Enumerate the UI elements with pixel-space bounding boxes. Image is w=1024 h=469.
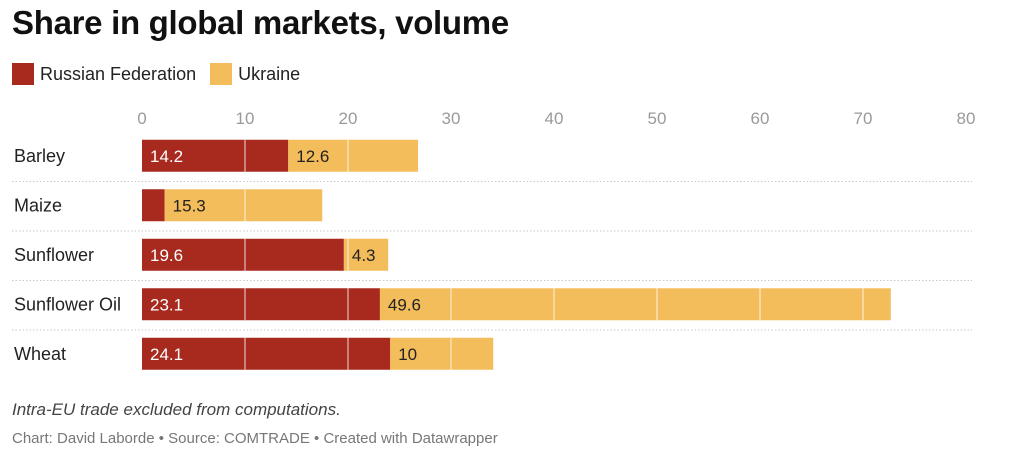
x-tick-label: 30 [442,109,461,128]
stacked-bar-chart: 0 10 20 30 40 50 60 70 80 Barley 14.2 12.6 Maize 15.3… [12,109,976,370]
bar-ukraine [390,337,494,370]
legend-swatch-russian-federation [12,63,34,85]
legend: Russian Federation Ukraine [12,63,300,85]
bar-russian-federation [142,238,344,271]
value-label: 19.6 [150,246,183,265]
value-label: 12.6 [296,147,329,166]
category-label: Sunflower Oil [14,294,121,314]
bar-ukraine [379,288,891,321]
bar-russian-federation [142,189,165,222]
bar-ukraine [164,189,323,222]
category-label: Wheat [14,344,66,364]
bar-russian-federation [142,288,380,321]
category-label: Barley [14,146,65,166]
legend-label-russian-federation: Russian Federation [40,63,197,84]
value-label: 10 [398,345,417,364]
legend-label-ukraine: Ukraine [238,63,301,84]
bar-russian-federation [142,337,391,370]
x-tick-label: 0 [137,109,146,128]
chart-note: Intra-EU trade excluded from computation… [12,400,341,419]
x-tick-label: 80 [957,109,976,128]
bar-russian-federation [142,139,289,172]
category-label: Sunflower [14,245,94,265]
value-label: 23.1 [150,295,183,314]
value-label: 14.2 [150,147,183,166]
bar-ukraine [288,139,419,172]
category-label: Maize [14,195,62,215]
value-label: 49.6 [388,295,421,314]
value-label: 24.1 [150,345,183,364]
legend-swatch-ukraine [210,63,233,85]
legend-item-ukraine: Ukraine [210,63,300,85]
x-tick-label: 10 [236,109,255,128]
value-label: 15.3 [173,196,206,215]
chart-title: Share in global markets, volume [12,4,509,41]
x-tick-label: 70 [854,109,873,128]
bar-ukraine [343,238,389,271]
legend-item-russian-federation: Russian Federation [12,63,196,85]
x-tick-label: 50 [648,109,667,128]
chart-credit: Chart: David Laborde • Source: COMTRADE … [12,430,498,447]
x-tick-label: 60 [751,109,770,128]
value-label: 4.3 [352,246,376,265]
x-tick-label: 20 [339,109,358,128]
x-tick-label: 40 [545,109,564,128]
